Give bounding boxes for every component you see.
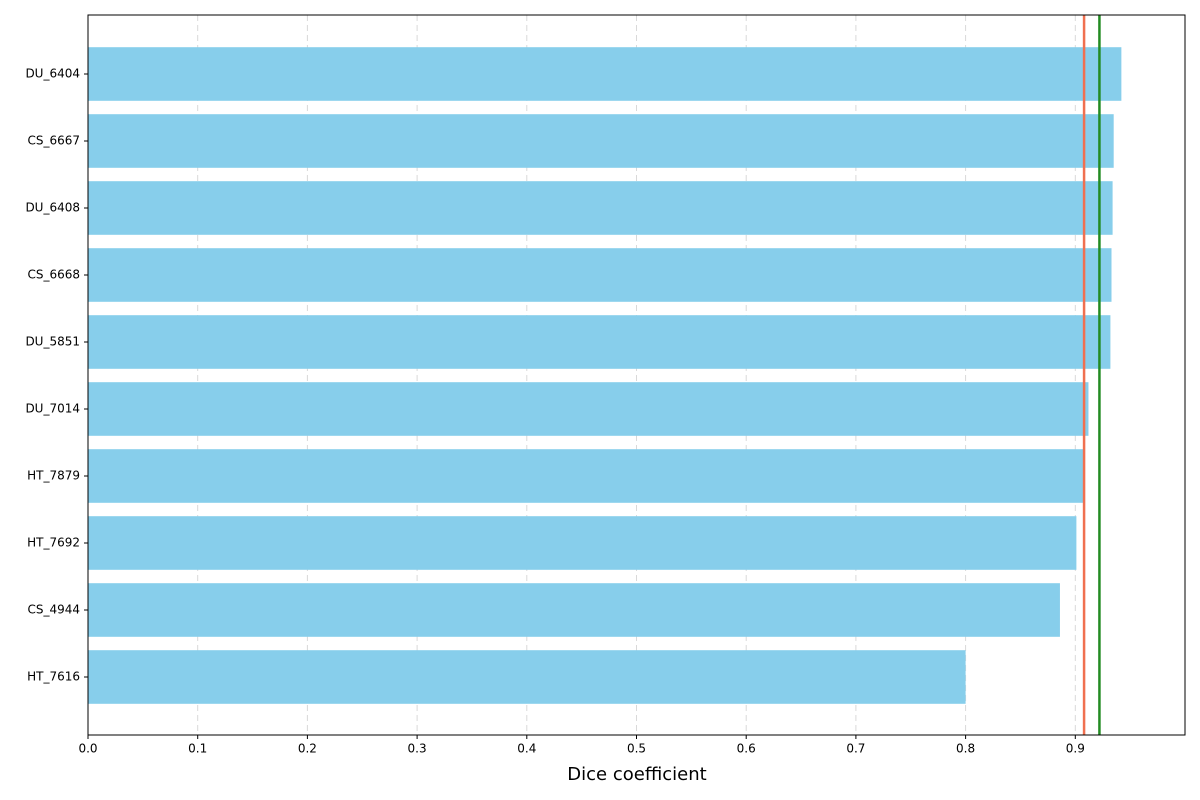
x-tick-label: 0.8 bbox=[956, 742, 975, 756]
x-axis-label: Dice coefficient bbox=[567, 764, 706, 785]
y-tick-label: CS_4944 bbox=[27, 603, 80, 617]
plot-frame bbox=[87, 14, 1186, 736]
y-tick-label: HT_7692 bbox=[27, 536, 80, 550]
y-tick-label: CS_6667 bbox=[27, 134, 80, 148]
bar bbox=[88, 382, 1089, 436]
x-tick-label: 0.9 bbox=[1066, 742, 1085, 756]
x-tick-label: 0.3 bbox=[408, 742, 427, 756]
x-tick-label: 0.2 bbox=[298, 742, 317, 756]
x-tick-label: 0.1 bbox=[188, 742, 207, 756]
bar bbox=[88, 315, 1111, 369]
y-tick-label: DU_6404 bbox=[25, 67, 80, 81]
bar bbox=[88, 248, 1112, 302]
y-tick-label: HT_7879 bbox=[27, 469, 80, 483]
x-tick-label: 0.0 bbox=[78, 742, 97, 756]
bar bbox=[88, 47, 1122, 101]
bar bbox=[88, 650, 966, 704]
bar bbox=[88, 114, 1114, 168]
bar bbox=[88, 449, 1085, 503]
x-tick-label: 0.4 bbox=[517, 742, 536, 756]
y-tick-label: DU_6408 bbox=[25, 201, 80, 215]
x-tick-label: 0.6 bbox=[737, 742, 756, 756]
bar bbox=[88, 516, 1077, 570]
bar bbox=[88, 583, 1060, 637]
y-tick-label: CS_6668 bbox=[27, 268, 80, 282]
x-tick-label: 0.7 bbox=[846, 742, 865, 756]
bar bbox=[88, 181, 1113, 235]
y-tick-label: HT_7616 bbox=[27, 670, 80, 684]
y-tick-label: DU_5851 bbox=[25, 335, 80, 349]
y-tick-label: DU_7014 bbox=[25, 402, 80, 416]
x-tick-label: 0.5 bbox=[627, 742, 646, 756]
